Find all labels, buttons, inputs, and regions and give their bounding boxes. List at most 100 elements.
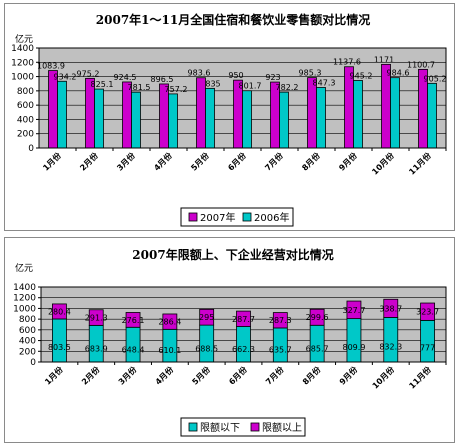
data-label: 945.2 xyxy=(350,71,373,80)
stacked-bar-segment-series-2 xyxy=(88,309,104,326)
stacked-bar-segment-series-2 xyxy=(309,308,325,326)
x-category-label: 6月份 xyxy=(227,364,250,387)
data-label: 662.3 xyxy=(232,345,255,354)
legend-swatch xyxy=(188,422,198,432)
data-label: 985.3 xyxy=(299,69,322,78)
data-label: 801.7 xyxy=(239,82,262,91)
y-tick-label: 600 xyxy=(19,326,36,336)
data-label: 905.2 xyxy=(424,74,447,83)
x-category-label: 3月份 xyxy=(115,150,138,173)
y-tick-label: 200 xyxy=(19,347,36,357)
x-category-label: 2月份 xyxy=(79,364,102,387)
x-category-label: 11月份 xyxy=(407,364,434,391)
data-label: 323.7 xyxy=(416,308,439,317)
data-label: 924.5 xyxy=(114,73,137,82)
bar-series-2 xyxy=(316,87,326,149)
data-label: 757.2 xyxy=(165,85,188,94)
legend-label: 2007年 xyxy=(200,211,235,224)
y-tick-label: 400 xyxy=(17,115,34,125)
legend-label: 限额以下 xyxy=(200,421,240,434)
stacked-bar-segment-series-1 xyxy=(346,318,362,363)
y-tick-label: 1000 xyxy=(11,73,34,83)
data-label: 276.1 xyxy=(122,316,145,325)
bar-series-2 xyxy=(390,77,400,149)
bar-series-1 xyxy=(196,77,206,149)
stacked-bar-segment-series-2 xyxy=(272,312,288,329)
data-label: 1100.7 xyxy=(407,60,435,69)
stacked-bar-segment-series-2 xyxy=(125,312,141,328)
y-tick-label: 1400 xyxy=(13,283,36,293)
data-label: 685.7 xyxy=(306,345,329,354)
chart-title: 2007年1～11月全国住宿和餐饮业零售额对比情况 xyxy=(96,12,370,27)
stacked-bar-segment-series-2 xyxy=(236,310,251,327)
x-category-label: 8月份 xyxy=(300,150,323,173)
bar-series-2 xyxy=(168,93,178,149)
x-category-label: 10月份 xyxy=(370,150,397,177)
y-axis-unit: 亿元 xyxy=(15,262,33,274)
bar-series-2 xyxy=(205,87,215,149)
y-axis-unit: 亿元 xyxy=(15,33,33,45)
legend-box xyxy=(180,417,306,437)
legend-label: 限额以上 xyxy=(262,421,302,434)
stacked-bar-segment-series-2 xyxy=(162,313,178,330)
data-label: 983.6 xyxy=(188,69,211,78)
data-label: 975.2 xyxy=(77,69,100,78)
x-category-label: 2月份 xyxy=(78,150,101,173)
data-label: 923 xyxy=(265,73,280,82)
x-category-label: 1月份 xyxy=(41,150,64,173)
data-label: 287.3 xyxy=(269,316,292,325)
data-label: 984.6 xyxy=(387,69,410,78)
stacked-bar-segment-series-2 xyxy=(420,302,435,321)
stacked-bar-segment-series-2 xyxy=(346,300,362,320)
data-label: 688.5 xyxy=(195,345,218,354)
data-label: 809.9 xyxy=(343,343,366,352)
data-label: 832.3 xyxy=(379,343,402,352)
data-label: 338.7 xyxy=(379,304,402,313)
stacked-bar-segment-series-1 xyxy=(52,318,67,363)
stacked-bar-segment-series-2 xyxy=(383,298,399,318)
stacked-bar-segment-series-1 xyxy=(420,319,435,363)
data-label: 295 xyxy=(199,313,214,322)
legend-swatch xyxy=(250,422,260,432)
stacked-bar-segment-series-1 xyxy=(199,324,215,363)
data-label: 896.5 xyxy=(151,75,174,84)
bar-series-2 xyxy=(427,82,437,149)
data-label: 782.2 xyxy=(276,83,299,92)
x-category-label: 4月份 xyxy=(153,364,176,387)
x-category-label: 7月份 xyxy=(263,364,286,387)
chart-title: 2007年限额上、下企业经营对比情况 xyxy=(132,247,333,262)
data-label: 610.1 xyxy=(158,346,181,355)
data-label: 299.6 xyxy=(306,313,329,322)
y-tick-label: 1000 xyxy=(13,304,36,314)
y-tick-label: 800 xyxy=(19,315,36,325)
data-label: 683.9 xyxy=(85,345,108,354)
data-label: 803.5 xyxy=(48,343,71,352)
data-label: 280.4 xyxy=(48,307,71,316)
y-tick-label: 0 xyxy=(28,144,34,154)
y-tick-label: 1400 xyxy=(11,44,34,54)
bar-series-2 xyxy=(57,80,67,149)
x-category-label: 11月份 xyxy=(407,150,434,177)
x-category-label: 4月份 xyxy=(152,150,175,173)
data-label: 1137.6 xyxy=(333,58,361,67)
y-tick-label: 600 xyxy=(17,101,34,111)
x-category-label: 6月份 xyxy=(226,150,249,173)
stacked-bar-segment-series-2 xyxy=(199,308,215,326)
x-category-label: 9月份 xyxy=(337,364,360,387)
data-label: 1171 xyxy=(374,55,394,64)
data-label: 286.4 xyxy=(158,318,181,327)
legend-label: 2006年 xyxy=(254,211,289,224)
stacked-bar-segment-series-1 xyxy=(309,324,325,363)
data-label: 291.3 xyxy=(85,314,108,323)
enterprise-comparison-chart-panel: 2007年限额上、下企业经营对比情况 亿元 0 200 400 600 800 1000 120… xyxy=(4,237,455,443)
retail-comparison-chart-panel: 2007年1～11月全国住宿和餐饮业零售额对比情况 亿元 0 200 400 600 800… xyxy=(4,3,455,231)
y-tick-label: 200 xyxy=(17,130,34,140)
y-tick-label: 1200 xyxy=(13,294,36,304)
x-category-label: 5月份 xyxy=(189,150,212,173)
data-label: 847.3 xyxy=(313,78,336,87)
stacked-bar-segment-series-1 xyxy=(383,317,399,363)
x-category-label: 8月份 xyxy=(300,364,323,387)
bar-series-2 xyxy=(242,90,252,149)
x-category-label: 9月份 xyxy=(337,150,360,173)
